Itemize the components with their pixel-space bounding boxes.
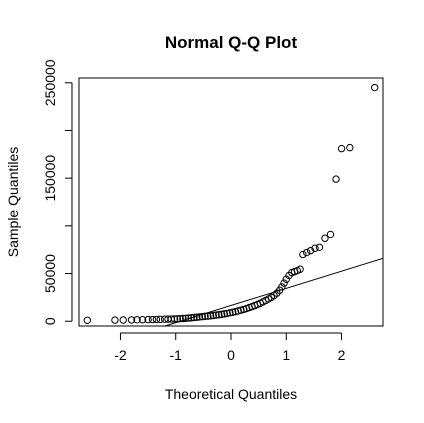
- qq-point: [220, 310, 229, 318]
- x-axis-tick-label: 2: [338, 347, 346, 363]
- reference-line-layer: [164, 257, 384, 327]
- qq-point: [332, 175, 340, 183]
- x-axis: -2 -1 0 1 2: [114, 332, 346, 363]
- qq-point: [187, 314, 195, 322]
- qq-point: [156, 315, 164, 324]
- plot-frame: [78, 77, 384, 327]
- qq-point: [212, 311, 220, 319]
- qq-point: [346, 143, 354, 152]
- qq-point: [315, 243, 324, 252]
- qq-point: [311, 244, 319, 252]
- y-axis-tick-label: 250000: [42, 59, 58, 106]
- qq-point: [326, 230, 335, 239]
- qq-point: [209, 311, 218, 320]
- qq-point: [206, 312, 215, 320]
- qq-point: [198, 312, 206, 321]
- qq-point: [144, 315, 152, 324]
- qq-reference-line: [164, 257, 384, 327]
- plot-area: -2 -1 0 1 2 0 50000 150000 250000: [42, 59, 384, 363]
- qq-point: [306, 246, 315, 255]
- chart-title: Normal Q-Q Plot: [165, 33, 298, 52]
- qq-point: [119, 316, 127, 324]
- y-axis-tick-label: 50000: [42, 254, 58, 293]
- qq-point: [228, 308, 237, 316]
- qq-point: [127, 316, 136, 324]
- y-axis-tick-label: 0: [42, 317, 58, 325]
- qq-point: [111, 316, 119, 324]
- qq-point: [226, 309, 234, 317]
- qq-point: [280, 279, 288, 287]
- qq-point: [195, 313, 204, 321]
- qq-point: [133, 316, 141, 324]
- qq-point: [299, 250, 307, 259]
- y-axis: 0 50000 150000 250000: [42, 59, 73, 325]
- x-axis-tick-label: 0: [227, 347, 235, 363]
- qq-point: [217, 310, 226, 319]
- qq-point: [223, 309, 231, 318]
- x-axis-label: Theoretical Quantiles: [165, 386, 297, 402]
- qq-point: [83, 316, 91, 324]
- y-axis-label: Sample Quantiles: [5, 147, 21, 258]
- qq-point: [215, 311, 223, 319]
- qq-point: [170, 315, 179, 323]
- points-layer: [83, 83, 379, 324]
- qq-point: [296, 265, 304, 273]
- x-axis-tick-label: -2: [114, 347, 127, 363]
- qq-point: [179, 314, 187, 323]
- qq-point: [337, 144, 346, 153]
- qq-point: [138, 316, 147, 324]
- y-axis-tick-label: 150000: [42, 155, 58, 202]
- x-axis-tick-label: 1: [282, 347, 290, 363]
- qq-point: [303, 248, 311, 257]
- qq-point: [321, 234, 329, 242]
- x-axis-tick-label: -1: [170, 347, 183, 363]
- qq-point: [152, 315, 161, 324]
- qq-point: [148, 315, 157, 324]
- qq-point: [371, 83, 379, 92]
- qq-point: [176, 314, 184, 323]
